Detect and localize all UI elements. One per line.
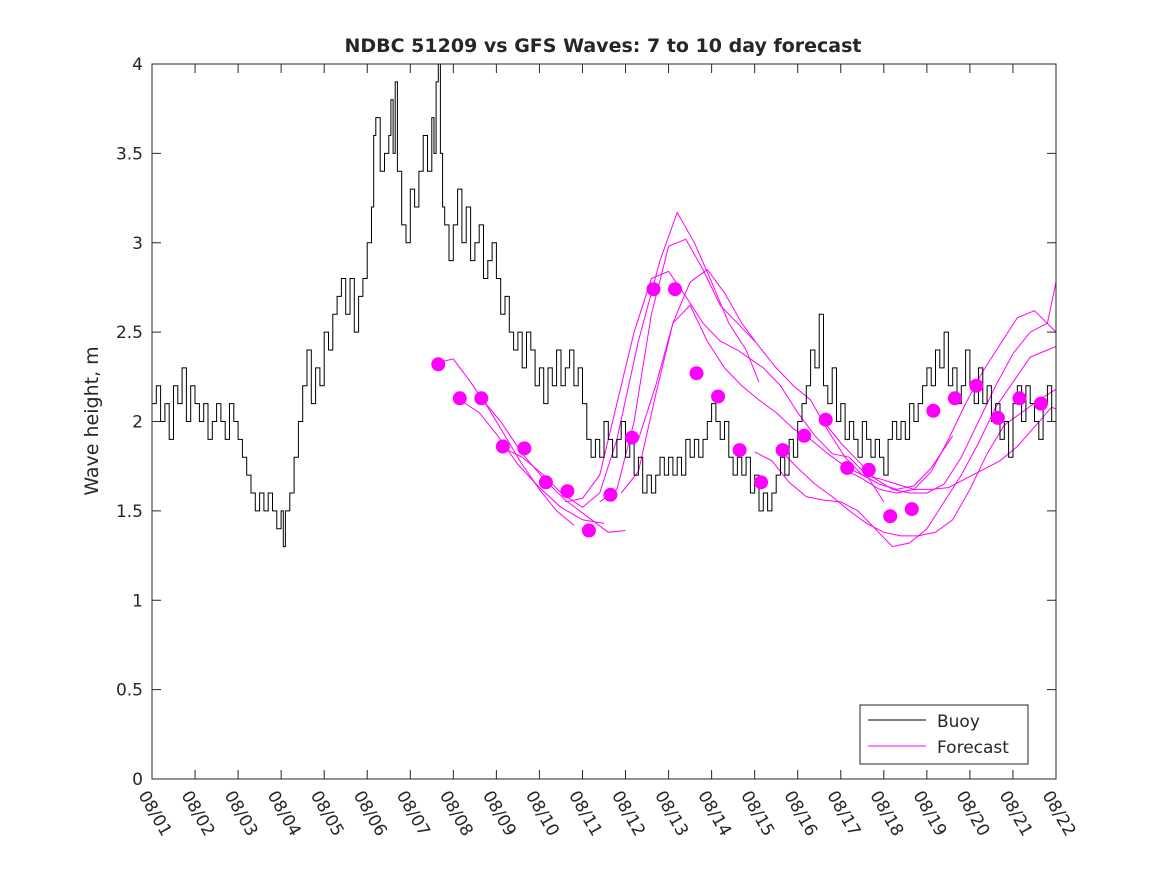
legend-buoy-label: Buoy [937, 712, 980, 732]
forecast-marker [603, 487, 618, 502]
forecast-marker [754, 475, 769, 490]
y-tick-label: 3.5 [116, 144, 143, 164]
y-tick-label: 1 [132, 591, 143, 611]
forecast-marker [732, 443, 747, 458]
forecast-marker [1033, 396, 1048, 411]
forecast-marker [474, 391, 489, 406]
forecast-line [620, 268, 954, 494]
forecast-line [459, 399, 605, 524]
forecast-line [780, 388, 1057, 537]
forecast-marker [1012, 391, 1027, 406]
forecast-marker [861, 462, 876, 477]
forecast-marker [840, 460, 855, 475]
y-tick-label: 1.5 [116, 502, 143, 522]
forecast-marker [904, 502, 919, 517]
plot-frame [151, 63, 1057, 780]
forecast-marker [797, 428, 812, 443]
forecast-marker [560, 484, 575, 499]
forecast-marker [581, 523, 596, 538]
y-axis-label: Wave height, m [81, 346, 103, 495]
forecast-marker [926, 403, 941, 418]
forecast-line [480, 397, 626, 533]
forecast-marker [517, 441, 532, 456]
y-tick-label: 2 [132, 413, 143, 433]
forecast-marker [818, 412, 833, 427]
buoy-line [152, 63, 1053, 548]
y-tick-label: 2.5 [116, 323, 143, 343]
forecast-line [637, 304, 1057, 490]
forecast-marker [668, 282, 683, 297]
forecast-marker [689, 366, 704, 381]
forecast-marker [969, 378, 984, 393]
forecast-marker [990, 410, 1005, 425]
forecast-line [844, 310, 1057, 494]
forecast-marker [947, 391, 962, 406]
forecast-marker [883, 509, 898, 524]
chart-title: NDBC 51209 vs GFS Waves: 7 to 10 day for… [344, 35, 861, 57]
legend-box [859, 704, 1029, 765]
forecast-marker [431, 357, 446, 372]
marker-layer [431, 282, 1048, 538]
forecast-marker [775, 443, 790, 458]
forecast-marker [495, 439, 510, 454]
forecast-marker [646, 282, 661, 297]
y-tick-label: 4 [132, 55, 143, 75]
forecast-line [754, 345, 1057, 548]
legend: Buoy Forecast [859, 704, 1029, 765]
forecast-line [565, 270, 885, 503]
forecast-marker [452, 391, 467, 406]
y-tick-label: 0.5 [116, 681, 143, 701]
forecast-line [438, 358, 575, 526]
y-tick-label: 0 [132, 770, 143, 790]
forecast-marker [624, 430, 639, 445]
y-tick-label: 3 [132, 234, 143, 254]
plot-area [152, 63, 1057, 779]
forecast-marker [538, 475, 553, 490]
series-layer [152, 63, 1057, 548]
forecast-marker [711, 389, 726, 404]
legend-forecast-label: Forecast [937, 738, 1009, 758]
